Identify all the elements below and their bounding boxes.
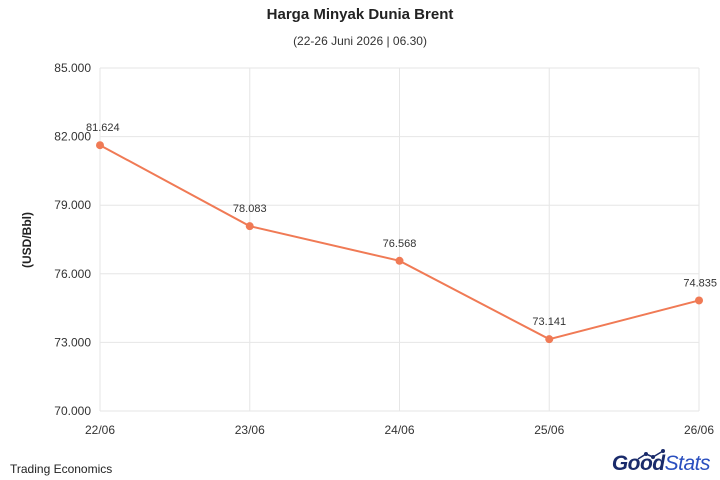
y-tick-label: 73.000 <box>54 335 91 349</box>
y-tick-label: 85.000 <box>54 61 91 75</box>
data-point <box>395 256 404 265</box>
chart-title: Harga Minyak Dunia Brent <box>266 6 454 23</box>
x-tick-label: 25/06 <box>534 423 564 437</box>
data-label: 81.624 <box>86 122 120 134</box>
data-label: 73.141 <box>532 316 566 328</box>
series-group: 81.624 78.083 76.568 73.141 74.835 <box>86 122 717 344</box>
y-tick-label: 70.000 <box>54 404 91 418</box>
y-tick-label: 79.000 <box>54 198 91 212</box>
source-credit: Trading Economics <box>10 462 113 476</box>
x-tick-label: 26/06 <box>684 423 714 437</box>
y-tick-label: 76.000 <box>54 267 91 281</box>
y-tick-label: 82.000 <box>54 130 91 144</box>
x-tick-labels: 22/06 23/06 24/06 25/06 26/06 <box>85 423 714 437</box>
data-point <box>545 335 554 344</box>
x-tick-label: 22/06 <box>85 423 115 437</box>
x-tick-label: 24/06 <box>384 423 414 437</box>
x-tick-label: 23/06 <box>235 423 265 437</box>
goodstats-logo: GoodStats <box>612 449 711 478</box>
chart-subtitle: (22-26 Juni 2026 | 06.30) <box>293 34 427 48</box>
data-point <box>245 222 254 231</box>
data-label: 78.083 <box>233 203 267 215</box>
y-tick-labels: 70.000 73.000 76.000 79.000 82.000 85.000 <box>54 61 91 418</box>
grid-lines <box>99 67 700 412</box>
data-point <box>695 296 703 305</box>
data-label: 74.835 <box>683 277 717 289</box>
y-axis-label: (USD/Bbl) <box>20 212 34 268</box>
logo-chart-icon <box>637 449 665 460</box>
data-label: 76.568 <box>383 238 417 250</box>
data-point <box>96 141 104 150</box>
logo-text-stats: Stats <box>664 452 711 475</box>
